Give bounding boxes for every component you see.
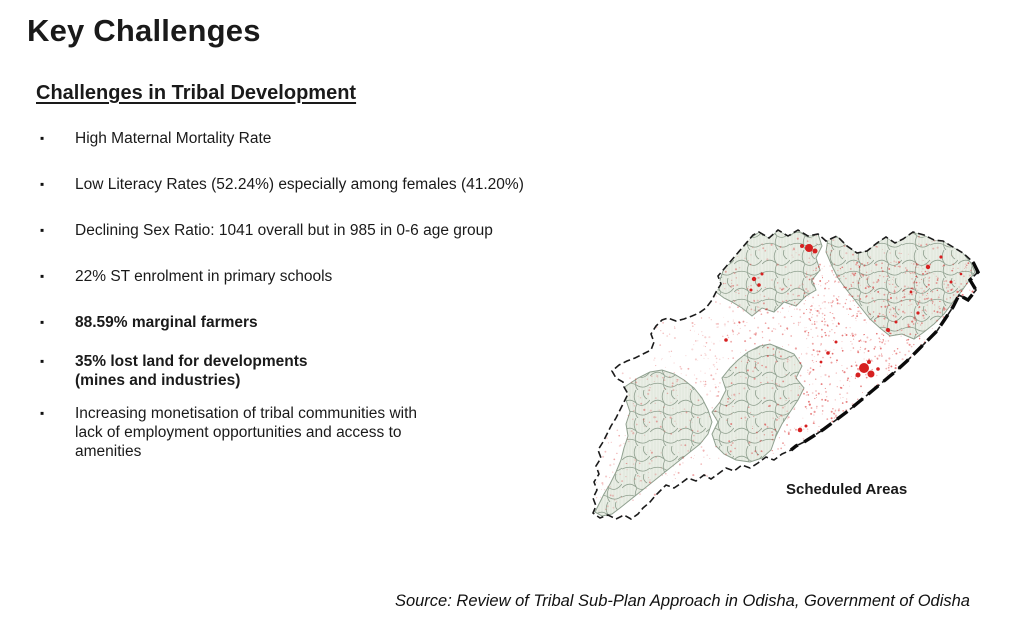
scheduled-area-regions — [594, 230, 976, 517]
page-title: Key Challenges — [27, 13, 261, 48]
bullet-text: Increasing monetisation of tribal commun… — [75, 405, 418, 460]
bullet-text: Declining Sex Ratio: 1041 overall but in… — [75, 222, 493, 239]
lagoon-coast-mark — [854, 415, 870, 427]
list-item: ▪ Increasing monetisation of tribal comm… — [40, 404, 560, 461]
list-item-emphasis: ▪ 35% lost land for developments (mines … — [40, 352, 560, 390]
odisha-map: Scheduled Areas — [566, 222, 1016, 558]
bullet-text: Low Literacy Rates (52.24%) especially a… — [75, 176, 524, 193]
list-item: ▪ 22% ST enrolment in primary schools — [40, 267, 560, 286]
list-item: ▪ High Maternal Mortality Rate — [40, 129, 560, 148]
scheduled-area-central — [711, 343, 805, 463]
settlement-clusters — [724, 244, 963, 433]
scheduled-area-southwest — [594, 369, 713, 517]
bullet-square-icon: ▪ — [40, 223, 45, 237]
bullet-square-icon: ▪ — [40, 269, 45, 283]
section-heading: Challenges in Tribal Development — [36, 82, 357, 104]
bullet-text: 35% lost land for developments (mines an… — [75, 353, 308, 389]
bullet-list: ▪ High Maternal Mortality Rate ▪ Low Lit… — [40, 129, 560, 488]
bullet-square-icon: ▪ — [40, 354, 45, 368]
bullet-square-icon: ▪ — [40, 406, 45, 420]
bullet-text: 88.59% marginal farmers — [75, 314, 258, 331]
bullet-square-icon: ▪ — [40, 315, 45, 329]
list-item: ▪ Declining Sex Ratio: 1041 overall but … — [40, 221, 560, 240]
bullet-text: High Maternal Mortality Rate — [75, 130, 272, 147]
bullet-text: 22% ST enrolment in primary schools — [75, 268, 333, 285]
map-label: Scheduled Areas — [786, 481, 907, 498]
source-note: Source: Review of Tribal Sub-Plan Approa… — [394, 592, 970, 610]
bullet-square-icon: ▪ — [40, 131, 45, 145]
coastline — [789, 261, 981, 452]
list-item: ▪ Low Literacy Rates (52.24%) especially… — [40, 175, 560, 194]
bullet-square-icon: ▪ — [40, 177, 45, 191]
list-item-emphasis: ▪ 88.59% marginal farmers — [40, 313, 560, 332]
